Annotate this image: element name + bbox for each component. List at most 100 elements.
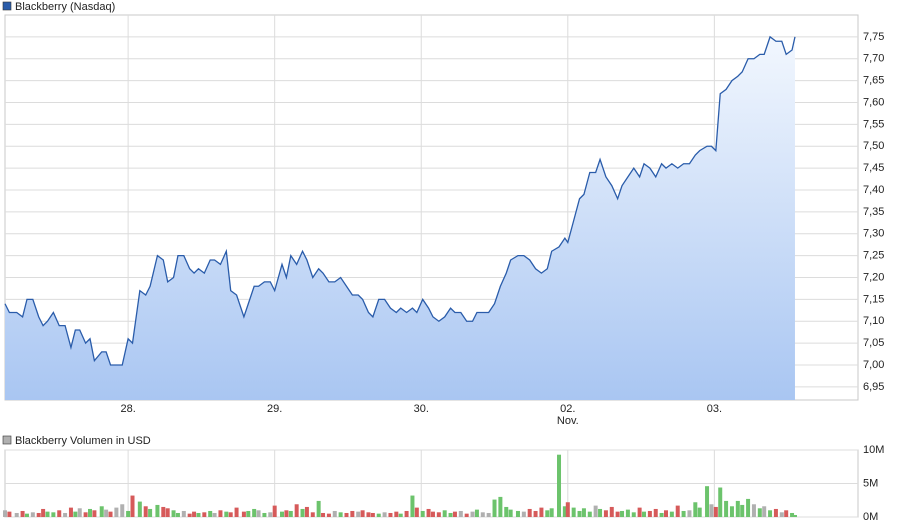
volume-bar xyxy=(498,496,503,517)
volume-bar xyxy=(63,512,68,517)
volume-bar xyxy=(14,512,19,517)
volume-bar xyxy=(241,511,246,517)
volume-bar xyxy=(681,510,686,517)
volume-bar xyxy=(208,510,213,517)
y-tick-label: 5M xyxy=(863,477,878,489)
volume-bar xyxy=(653,508,658,517)
x-tick-label: 29. xyxy=(267,403,282,415)
x-tick-label: 02. xyxy=(560,403,575,415)
volume-bar xyxy=(300,508,305,517)
volume-bar xyxy=(470,511,475,517)
y-tick-label: 7,55 xyxy=(863,118,884,130)
volume-bar xyxy=(175,512,180,517)
y-tick-label: 7,35 xyxy=(863,206,884,218)
volume-bar xyxy=(620,510,625,517)
y-tick-label: 10M xyxy=(863,444,884,456)
volume-bar xyxy=(192,511,197,517)
volume-bar xyxy=(615,511,620,517)
volume-bar xyxy=(36,512,41,517)
volume-bar xyxy=(740,504,745,517)
volume-bar xyxy=(114,507,119,517)
volume-bar xyxy=(718,487,723,517)
volume-bar xyxy=(565,502,570,517)
volume-bar xyxy=(571,507,576,517)
volume-bar xyxy=(779,512,784,517)
volume-bar xyxy=(77,508,82,517)
volume-bar xyxy=(202,512,207,517)
volume-bar xyxy=(549,508,554,517)
volume-bar xyxy=(288,510,293,517)
volume-bar xyxy=(675,505,680,517)
x-tick-label: 03. xyxy=(707,403,722,415)
volume-bar xyxy=(83,512,88,517)
volume-bar xyxy=(228,512,233,517)
volume-bar xyxy=(246,510,251,517)
volume-bar xyxy=(430,511,435,517)
volume-bar xyxy=(414,507,419,517)
volume-bar xyxy=(609,506,614,517)
volume-bar xyxy=(284,510,289,517)
volume-bar xyxy=(41,508,46,517)
volume-bar xyxy=(709,504,714,517)
volume-bar xyxy=(768,510,773,517)
volume-bar xyxy=(452,511,457,517)
volume-bar xyxy=(338,512,343,517)
volume-bar xyxy=(420,510,425,517)
volume-bar xyxy=(724,500,729,517)
y-tick-label: 7,30 xyxy=(863,228,884,240)
volume-bar xyxy=(458,510,463,517)
legend-swatch xyxy=(2,1,12,11)
volume-bar xyxy=(647,510,652,517)
volume-bar xyxy=(486,512,491,517)
volume-bar xyxy=(637,507,642,517)
volume-bar xyxy=(218,510,223,517)
price-line xyxy=(4,35,796,366)
volume-bar xyxy=(426,508,431,517)
volume-bar xyxy=(697,507,702,517)
volume-bar xyxy=(155,504,160,517)
volume-bar xyxy=(539,507,544,517)
volume-bar xyxy=(557,454,562,517)
volume-bar xyxy=(388,512,393,517)
volume-bar xyxy=(252,508,257,517)
y-tick-label: 7,75 xyxy=(863,31,884,43)
volume-bar xyxy=(382,512,387,517)
volume-bar xyxy=(350,510,355,517)
volume-bar xyxy=(120,504,125,517)
volume-bar xyxy=(366,512,371,517)
volume-bar xyxy=(212,512,217,517)
volume-bar xyxy=(693,502,698,517)
volume-bar xyxy=(171,510,176,517)
volume-bar xyxy=(442,510,447,517)
volume-bar xyxy=(474,509,479,517)
volume-bar xyxy=(130,495,135,517)
volume-title: Blackberry Volumen in USD xyxy=(15,435,151,447)
volume-bar xyxy=(326,513,331,517)
volume-bar xyxy=(360,510,365,517)
volume-bar xyxy=(669,511,674,517)
volume-bar xyxy=(137,501,142,517)
volume-bar xyxy=(268,512,273,517)
y-tick-label: 7,20 xyxy=(863,271,884,283)
y-tick-label: 7,10 xyxy=(863,315,884,327)
volume-bar xyxy=(304,506,309,517)
volume-bar xyxy=(762,506,767,517)
volume-bar xyxy=(577,510,582,517)
volume-bar xyxy=(527,508,532,517)
volume-bar xyxy=(598,508,603,517)
volume-bar xyxy=(642,511,647,517)
y-tick-label: 7,00 xyxy=(863,359,884,371)
volume-bar xyxy=(165,508,170,517)
volume-bar xyxy=(187,513,192,517)
volume-bar xyxy=(687,510,692,517)
volume-bar xyxy=(562,506,567,517)
volume-bar xyxy=(504,506,509,517)
volume-bar xyxy=(533,510,538,517)
volume-bar xyxy=(344,512,349,517)
volume-bar xyxy=(448,512,453,517)
volume-bar xyxy=(404,510,409,517)
volume-bar xyxy=(713,506,718,517)
volume-bar xyxy=(181,510,186,517)
x-tick-label: 30. xyxy=(414,403,429,415)
volume-bar xyxy=(45,511,50,517)
